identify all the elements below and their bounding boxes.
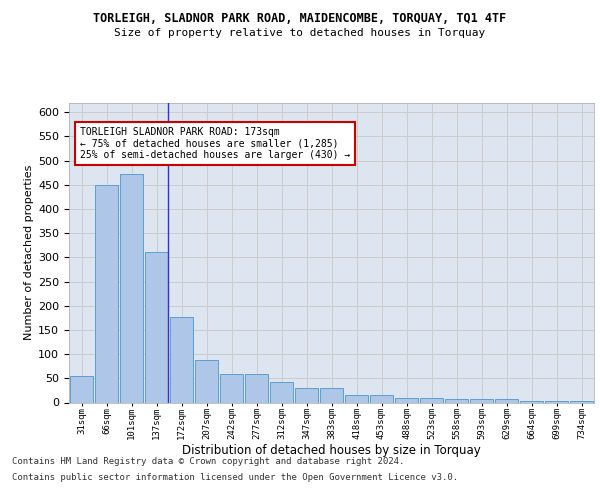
Bar xyxy=(194,360,218,403)
Bar xyxy=(494,398,518,402)
Bar xyxy=(95,185,118,402)
Bar xyxy=(419,398,443,402)
Bar xyxy=(370,395,394,402)
Bar xyxy=(170,318,193,402)
Bar xyxy=(145,252,169,402)
Bar xyxy=(344,395,368,402)
Bar xyxy=(119,174,143,402)
Bar xyxy=(569,400,593,402)
X-axis label: Distribution of detached houses by size in Torquay: Distribution of detached houses by size … xyxy=(182,444,481,458)
Text: Contains public sector information licensed under the Open Government Licence v3: Contains public sector information licen… xyxy=(12,472,458,482)
Bar xyxy=(295,388,319,402)
Bar xyxy=(470,399,493,402)
Text: TORLEIGH, SLADNOR PARK ROAD, MAIDENCOMBE, TORQUAY, TQ1 4TF: TORLEIGH, SLADNOR PARK ROAD, MAIDENCOMBE… xyxy=(94,12,506,26)
Bar xyxy=(395,398,418,402)
Bar xyxy=(445,399,469,402)
Text: TORLEIGH SLADNOR PARK ROAD: 173sqm
← 75% of detached houses are smaller (1,285)
: TORLEIGH SLADNOR PARK ROAD: 173sqm ← 75%… xyxy=(79,126,350,160)
Y-axis label: Number of detached properties: Number of detached properties xyxy=(24,165,34,340)
Text: Contains HM Land Registry data © Crown copyright and database right 2024.: Contains HM Land Registry data © Crown c… xyxy=(12,458,404,466)
Bar xyxy=(320,388,343,402)
Bar xyxy=(545,400,568,402)
Text: Size of property relative to detached houses in Torquay: Size of property relative to detached ho… xyxy=(115,28,485,38)
Bar xyxy=(220,374,244,402)
Bar xyxy=(70,376,94,402)
Bar xyxy=(245,374,268,402)
Bar xyxy=(269,382,293,402)
Bar xyxy=(520,400,544,402)
